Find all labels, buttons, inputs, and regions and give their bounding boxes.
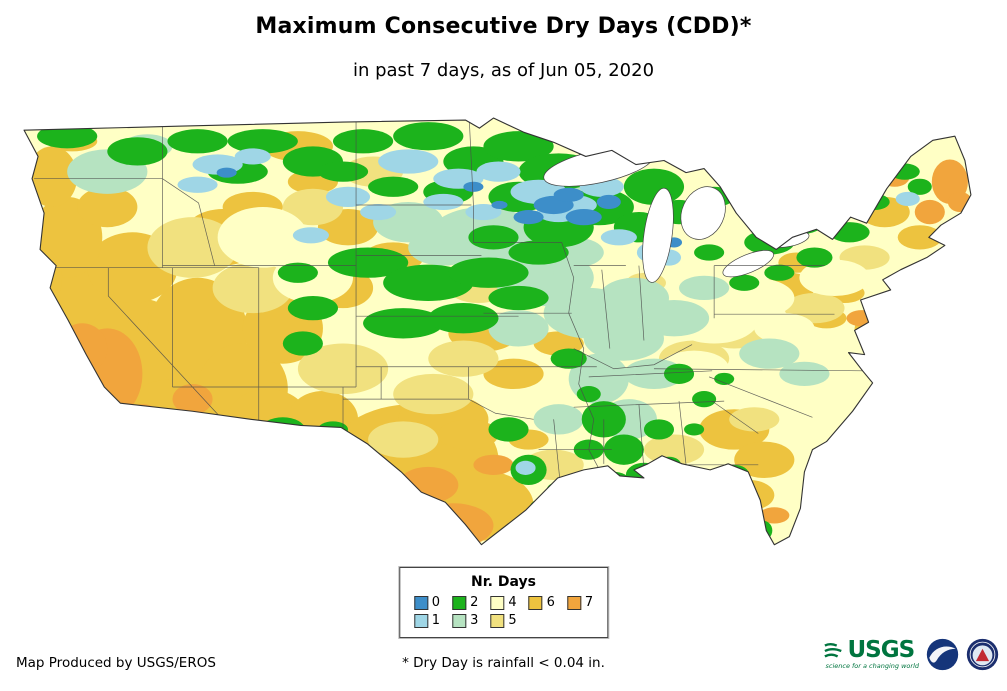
lake-michigan	[642, 187, 674, 283]
texture-blue-0	[216, 167, 823, 521]
us-map-svg	[23, 117, 972, 546]
legend-swatch-5	[490, 614, 505, 628]
legend-swatch-3	[452, 614, 467, 628]
legend-row-1: 0 2 4 6 7	[413, 595, 594, 610]
legend-item-5: 5	[490, 613, 517, 628]
legend-swatch-6	[528, 596, 543, 610]
nws-logo	[966, 638, 999, 671]
legend-label-5: 5	[508, 613, 517, 628]
page-title: Maximum Consecutive Dry Days (CDD)*	[255, 14, 752, 39]
us-map	[12, 116, 995, 571]
legend-label-7: 7	[584, 595, 594, 610]
legend-label-0: 0	[431, 595, 441, 610]
noaa-logo	[926, 638, 959, 671]
legend-item-1: 1	[413, 613, 441, 628]
legend-swatch-1	[413, 614, 428, 628]
legend-box: Nr. Days 0 2 4 6 7 1 3 5	[398, 567, 609, 638]
usgs-text: USGS	[847, 637, 915, 664]
legend-item-7: 7	[566, 595, 594, 610]
map-texture	[24, 118, 971, 545]
footnote-text: * Dry Day is rainfall < 0.04 in.	[402, 655, 605, 671]
legend-item-4: 4	[490, 595, 517, 610]
legend-label-2: 2	[470, 595, 479, 610]
usgs-wordmark: USGS	[823, 637, 915, 664]
legend-item-3: 3	[452, 614, 478, 628]
usgs-logo: USGS science for a changing world	[823, 639, 919, 670]
legend-label-4: 4	[508, 595, 517, 610]
page-subtitle: in past 7 days, as of Jun 05, 2020	[352, 60, 655, 81]
lake-huron	[680, 186, 726, 240]
legend-swatch-2	[452, 596, 467, 610]
legend-label-1: 1	[431, 613, 441, 628]
us-outline	[23, 117, 972, 546]
legend-item-2: 2	[452, 596, 478, 610]
credit-text: Map Produced by USGS/EROS	[16, 655, 216, 671]
legend-swatch-0	[413, 596, 428, 610]
legend-row-2: 1 3 5	[413, 613, 593, 628]
lake-erie	[722, 250, 774, 278]
usgs-mark-icon	[824, 642, 843, 658]
legend-swatch-4	[490, 596, 505, 610]
legend-label-3: 3	[470, 613, 479, 628]
legend-item-0: 0	[413, 595, 441, 610]
legend-label-6: 6	[546, 595, 555, 610]
usgs-tagline: science for a changing world	[825, 662, 919, 671]
state-borders	[34, 122, 863, 479]
legend-swatch-7	[566, 596, 581, 610]
agency-logos: USGS science for a changing world	[823, 638, 999, 671]
legend-item-6: 6	[528, 595, 555, 610]
legend-title: Nr. Days	[471, 574, 536, 590]
